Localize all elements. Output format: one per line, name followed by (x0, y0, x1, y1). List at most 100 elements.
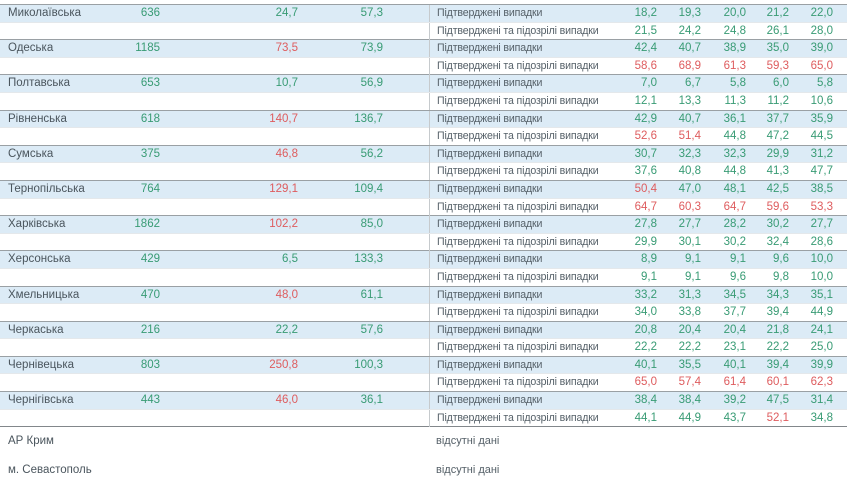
case-value: 44,1 (634, 411, 657, 424)
region-rate-1: 250,8 (269, 358, 298, 371)
region-row: Черкаська 216 22,2 57,6 Підтверджені випадки… (0, 320, 847, 339)
case-value: 30,2 (766, 218, 789, 231)
case-value: 22,2 (678, 341, 701, 354)
case-value: 39,4 (766, 306, 789, 319)
case-value: 44,8 (723, 130, 746, 143)
case-value: 30,2 (723, 235, 746, 248)
case-value: 28,0 (810, 24, 833, 37)
case-value: 35,5 (678, 358, 701, 371)
region-rate-1: 10,7 (275, 77, 298, 90)
region-total: 1185 (135, 42, 160, 55)
case-value: 40,7 (678, 112, 701, 125)
case-value: 34,3 (766, 288, 789, 301)
region-rate-2: 73,9 (360, 42, 383, 55)
case-type-label: Підтверджені випадки (429, 5, 620, 22)
case-value: 41,3 (766, 165, 789, 178)
region-name: Сумська (8, 147, 54, 160)
case-value: 35,0 (766, 42, 789, 55)
case-row: Підтверджені та підозрілі випадки 21,5 24,… (0, 21, 847, 40)
case-value: 40,8 (678, 165, 701, 178)
case-value: 57,4 (678, 376, 701, 389)
case-value: 20,8 (634, 323, 657, 336)
case-value: 21,2 (766, 7, 789, 19)
region-total: 636 (140, 7, 160, 19)
case-value: 40,7 (678, 42, 701, 55)
case-type-label: Підтверджені та підозрілі випадки (429, 128, 620, 146)
case-type-label: Підтверджені випадки (429, 356, 620, 374)
no-data-row: АР Крим відсутні дані (0, 426, 847, 456)
case-value: 32,3 (678, 147, 701, 160)
case-value: 24,8 (723, 24, 746, 37)
case-value: 29,9 (634, 235, 657, 248)
case-value: 10,6 (810, 94, 833, 107)
case-value: 44,9 (678, 411, 701, 424)
case-value: 40,1 (634, 358, 657, 371)
case-type-label: Підтверджені та підозрілі випадки (429, 409, 620, 427)
case-value: 36,1 (723, 112, 746, 125)
case-value: 9,1 (730, 253, 746, 266)
case-type-label: Підтверджені та підозрілі випадки (429, 268, 620, 286)
case-value: 38,9 (723, 42, 746, 55)
case-type-label: Підтверджені та підозрілі випадки (429, 233, 620, 251)
case-row: Підтверджені та підозрілі випадки 64,7 60,… (0, 197, 847, 216)
region-row: Тернопільська 764 129,1 109,4 Підтверджені в… (0, 179, 847, 198)
region-rate-1: 46,0 (275, 394, 298, 407)
case-value: 47,2 (766, 130, 789, 143)
case-value: 29,9 (766, 147, 789, 160)
case-value: 64,7 (634, 200, 657, 213)
case-value: 37,6 (634, 165, 657, 178)
region-name: Чернівецька (8, 358, 74, 371)
no-data-label: відсутні дані (436, 435, 500, 448)
region-rate-1: 6,5 (282, 253, 298, 266)
table-body: Миколаївська 636 24,7 57,3 Підтверджені випа… (0, 4, 847, 427)
region-total: 1862 (134, 218, 160, 231)
region-rate-2: 57,6 (360, 323, 383, 336)
case-value: 68,9 (678, 59, 701, 72)
case-value: 31,2 (810, 147, 833, 160)
case-value: 12,1 (634, 94, 657, 107)
case-type-label: Підтверджені випадки (429, 75, 620, 93)
case-value: 43,7 (723, 411, 746, 424)
case-value: 35,9 (810, 112, 833, 125)
case-value: 61,3 (723, 59, 746, 72)
case-value: 52,6 (634, 130, 657, 143)
case-value: 40,1 (723, 358, 746, 371)
region-row: Рівненська 618 140,7 136,7 Підтверджені випа… (0, 109, 847, 128)
case-value: 22,0 (810, 7, 833, 19)
case-value: 10,0 (810, 270, 833, 283)
case-value: 44,8 (723, 165, 746, 178)
case-value: 44,5 (810, 130, 833, 143)
case-row: Підтверджені та підозрілі випадки 58,6 68,… (0, 56, 847, 75)
region-row: Миколаївська 636 24,7 57,3 Підтверджені випа… (0, 4, 847, 22)
case-value: 37,7 (723, 306, 746, 319)
case-value: 20,4 (723, 323, 746, 336)
case-value: 19,3 (678, 7, 701, 19)
case-value: 61,4 (723, 376, 746, 389)
case-row: Підтверджені та підозрілі випадки 52,6 51,… (0, 127, 847, 146)
region-total: 470 (140, 288, 160, 301)
case-value: 34,8 (810, 411, 833, 424)
case-value: 62,3 (810, 376, 833, 389)
case-row: Підтверджені та підозрілі випадки 37,6 40,… (0, 162, 847, 181)
region-rate-2: 56,2 (360, 147, 383, 160)
case-value: 22,2 (634, 341, 657, 354)
case-value: 24,1 (810, 323, 833, 336)
region-rate-2: 133,3 (354, 253, 383, 266)
case-type-label: Підтверджені та підозрілі випадки (429, 22, 620, 40)
case-value: 42,4 (634, 42, 657, 55)
case-value: 9,1 (641, 270, 657, 283)
case-type-label: Підтверджені та підозрілі випадки (429, 163, 620, 181)
case-row: Підтверджені та підозрілі випадки 9,1 9,1 9… (0, 267, 847, 286)
case-value: 35,1 (810, 288, 833, 301)
region-row: Чернівецька 803 250,8 100,3 Підтверджені вип… (0, 355, 847, 374)
region-name: АР Крим (8, 435, 54, 448)
case-value: 5,8 (817, 77, 833, 90)
case-value: 7,0 (641, 77, 657, 90)
case-value: 32,4 (766, 235, 789, 248)
region-name: Черкаська (8, 323, 64, 336)
case-value: 65,0 (634, 376, 657, 389)
region-rate-2: 57,3 (360, 7, 383, 19)
case-value: 31,4 (810, 394, 833, 407)
case-value: 42,9 (634, 112, 657, 125)
region-total: 803 (140, 358, 160, 371)
